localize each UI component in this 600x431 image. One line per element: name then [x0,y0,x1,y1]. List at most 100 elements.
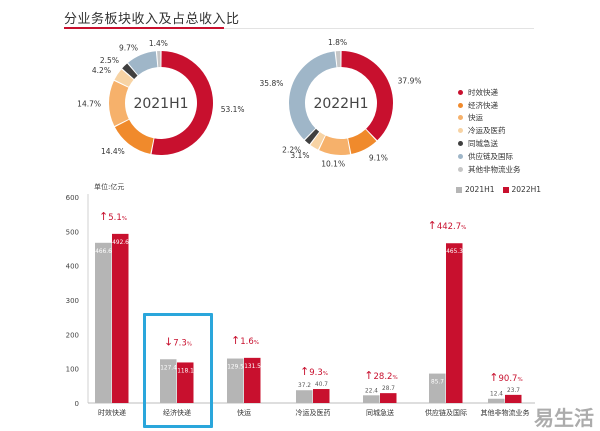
donut-legend: 时效快递 经济快递 快运 冷运及医药 同城急送 供应链及国际 其他非物流业务 [458,86,521,176]
legend-dot [458,166,463,172]
bar-2022 [380,393,397,403]
bar-2022 [446,243,463,403]
donut-slice [304,128,320,145]
growth-arrow: ↑ [231,334,240,347]
slice-label: 9.1% [369,153,388,162]
growth-label: ↓7.3% [164,335,192,348]
bar-2022 [313,389,330,403]
title-underline [64,27,224,29]
bar-2021 [227,358,244,403]
bar-2021 [160,359,177,403]
growth-unit: % [187,341,192,347]
legend-dot [458,128,463,134]
donut-center-label: 2022H1 [313,96,368,112]
bar-2021 [95,242,112,403]
bar-value-label-2021: 37.2 [298,383,311,389]
bar-2022 [505,394,522,403]
x-tick-label: 同城急送 [366,408,394,417]
slice-label: 14.7% [77,100,101,109]
donut-slice [288,51,337,140]
slice-label: 2.5% [100,56,119,65]
bar-2022 [112,233,129,403]
donut-slice [335,51,341,68]
slice-label: 14.4% [101,147,125,156]
legend-dot [458,89,463,95]
legend-label-2022: 2022H1 [511,185,542,194]
bar-value-label-2022: 28.7 [382,386,395,392]
growth-value: 7.3 [173,338,187,348]
donut-slice [122,63,138,80]
growth-label: ↑9.3% [300,365,328,378]
legend-label-2021: 2021H1 [465,185,495,194]
growth-unit: % [461,225,466,231]
legend-label: 快运 [468,113,483,123]
legend-label: 时效快递 [468,87,498,97]
donut-slice [319,135,351,155]
y-tick-label: 600 [66,194,79,202]
slice-label: 2.2% [282,145,301,154]
slice-label: 9.7% [119,44,138,53]
legend-dot [458,102,463,108]
legend-item-time-express: 时效快递 [458,86,521,99]
growth-label: ↑28.2% [364,369,397,382]
growth-arrow: ↑ [428,219,437,232]
donut-slice [114,119,154,154]
legend-swatch-2021 [456,186,462,193]
legend-item-cold-chain: 冷运及医药 [458,124,521,137]
legend-swatch-2022 [502,186,509,193]
donut-slice [128,51,158,76]
slice-label: 35.8% [260,79,284,88]
growth-label: ↑5.1% [99,210,127,223]
title-divider [224,28,534,29]
y-tick-label: 300 [66,297,79,305]
slice-label: 37.9% [398,76,422,85]
growth-unit: % [122,216,127,222]
legend-item-same-city: 同城急送 [458,137,521,150]
bar-2022 [177,362,194,403]
growth-unit: % [323,371,328,377]
bar-2021 [296,390,313,403]
slice-label: 4.2% [92,66,111,75]
legend-label: 同城急送 [468,139,498,149]
slice-label: 10.1% [321,159,345,168]
bar-value-label-2021: 129.5 [227,365,244,371]
growth-value: 9.3 [309,368,323,378]
legend-dot [458,115,463,121]
x-tick-label: 时效快递 [98,408,126,417]
donut-slice [341,51,393,141]
y-tick-label: 200 [66,331,79,339]
growth-value: 5.1 [108,213,122,223]
donut-slice [114,69,134,87]
x-tick-label: 冷运及医药 [296,408,331,417]
slice-label: 53.1% [221,105,245,114]
bar-value-label-2022: 131.5 [244,364,261,370]
growth-unit: % [517,377,522,383]
growth-unit: % [392,375,397,381]
growth-arrow: ↑ [489,371,498,384]
y-tick-label: 100 [66,366,79,374]
y-tick-label: 400 [66,263,79,271]
bar-value-label-2021: 22.4 [365,388,378,394]
growth-arrow: ↑ [364,369,373,382]
donut-slice [157,51,161,68]
bar-value-label-2022: 23.7 [507,388,520,394]
x-tick-label: 供应链及国际 [425,408,467,417]
legend-label: 冷运及医药 [468,126,506,136]
growth-arrow: ↑ [300,365,309,378]
legend-item-economy-express: 经济快递 [458,99,521,112]
slice-label: 1.4% [149,39,168,48]
growth-value: 90.7 [499,374,518,384]
slice-label: 1.8% [328,38,347,47]
page-title: 分业务板块收入及占总收入比 [64,12,240,27]
growth-value: 442.7 [437,222,461,232]
growth-value: 28.2 [374,372,393,382]
bar-value-label-2021: 127.4 [160,365,177,371]
bar-value-label-2022: 40.7 [315,382,328,388]
watermark-logo: 易生活 [534,406,594,430]
legend-item-other: 其他非物流业务 [458,163,521,176]
x-tick-label: 其他非物流业务 [481,408,530,417]
legend-item-freight: 快运 [458,112,521,125]
growth-unit: % [254,340,259,346]
growth-arrow: ↓ [164,335,173,348]
